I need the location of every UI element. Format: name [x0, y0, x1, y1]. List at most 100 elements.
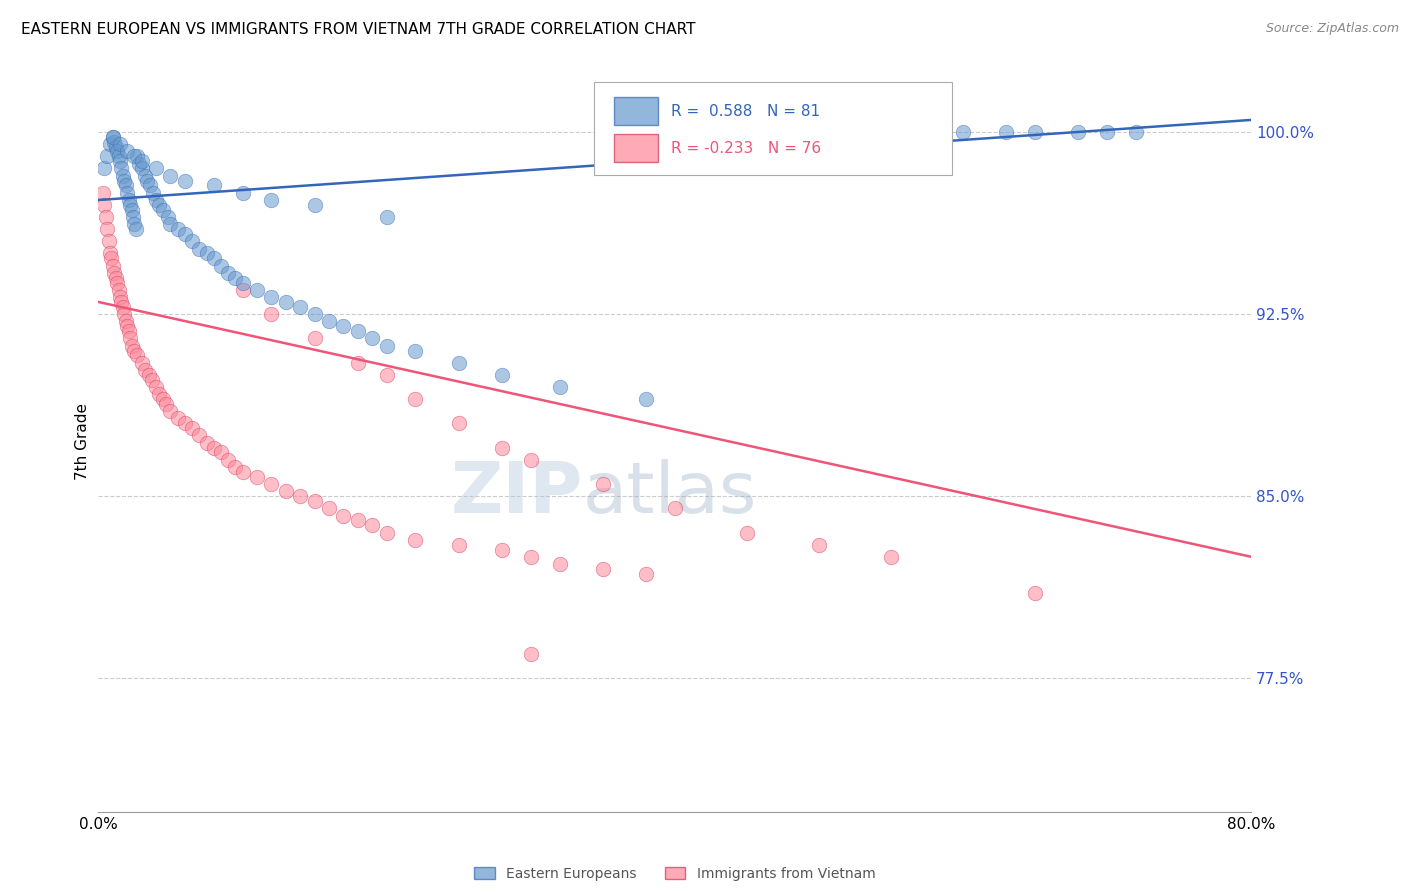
Point: [548, 380, 571, 394]
Point: [807, 538, 830, 552]
Point: [98, 246, 121, 260]
Point: [664, 501, 686, 516]
Point: [114, 314, 136, 328]
Point: [290, 300, 312, 314]
Point: [152, 202, 174, 217]
Point: [111, 300, 134, 314]
Point: [361, 331, 384, 345]
Point: [447, 538, 470, 552]
Point: [260, 290, 283, 304]
Point: [636, 392, 658, 406]
Point: [110, 295, 132, 310]
Point: [112, 173, 135, 187]
Point: [93, 161, 115, 176]
Point: [124, 149, 146, 163]
Point: [260, 477, 283, 491]
Point: [231, 276, 254, 290]
Point: [155, 397, 177, 411]
Point: [148, 198, 170, 212]
Point: [520, 452, 543, 467]
Point: [290, 489, 312, 503]
Point: [181, 234, 204, 248]
Point: [131, 154, 153, 169]
Text: R =  0.588   N = 81: R = 0.588 N = 81: [672, 103, 821, 119]
Point: [1125, 125, 1147, 139]
Point: [592, 562, 614, 576]
Point: [880, 125, 903, 139]
Point: [134, 169, 156, 183]
Point: [807, 125, 830, 139]
Point: [121, 339, 143, 353]
Point: [195, 246, 218, 260]
Point: [142, 186, 165, 200]
Point: [995, 125, 1018, 139]
Point: [139, 178, 162, 193]
Point: [156, 210, 179, 224]
Bar: [614, 135, 658, 162]
Point: [107, 283, 129, 297]
Text: atlas: atlas: [582, 458, 756, 528]
Point: [118, 324, 141, 338]
Point: [127, 348, 149, 362]
Point: [735, 125, 758, 139]
Point: [181, 421, 204, 435]
Point: [117, 186, 139, 200]
Point: [131, 356, 153, 370]
Point: [304, 331, 326, 345]
Point: [375, 525, 398, 540]
Point: [105, 276, 128, 290]
Point: [405, 533, 427, 547]
Point: [520, 647, 543, 661]
Point: [101, 129, 124, 144]
Point: [94, 210, 117, 224]
Point: [100, 252, 122, 266]
Point: [735, 525, 758, 540]
FancyBboxPatch shape: [595, 82, 952, 175]
Point: [346, 513, 368, 527]
Point: [152, 392, 174, 406]
Point: [202, 178, 225, 193]
Legend: Eastern Europeans, Immigrants from Vietnam: Eastern Europeans, Immigrants from Vietn…: [468, 861, 882, 887]
Point: [274, 484, 297, 499]
Point: [98, 137, 121, 152]
Text: R = -0.233   N = 76: R = -0.233 N = 76: [672, 141, 821, 156]
Point: [188, 428, 211, 442]
Point: [120, 198, 142, 212]
Point: [136, 173, 159, 187]
Point: [96, 222, 118, 236]
Point: [260, 193, 283, 207]
Point: [491, 441, 513, 455]
Point: [1024, 125, 1046, 139]
Point: [117, 319, 139, 334]
Point: [145, 380, 167, 394]
Point: [361, 518, 384, 533]
Point: [447, 417, 470, 431]
Point: [134, 363, 156, 377]
Point: [121, 202, 143, 217]
Point: [110, 161, 132, 176]
Point: [405, 343, 427, 358]
Point: [346, 324, 368, 338]
Point: [103, 266, 125, 280]
Point: [91, 186, 114, 200]
Point: [127, 149, 149, 163]
Bar: [614, 97, 658, 126]
Point: [145, 161, 167, 176]
Point: [131, 161, 153, 176]
Point: [231, 186, 254, 200]
Text: Source: ZipAtlas.com: Source: ZipAtlas.com: [1265, 22, 1399, 36]
Point: [202, 252, 225, 266]
Point: [224, 270, 246, 285]
Point: [202, 441, 225, 455]
Point: [114, 178, 136, 193]
Text: EASTERN EUROPEAN VS IMMIGRANTS FROM VIETNAM 7TH GRADE CORRELATION CHART: EASTERN EUROPEAN VS IMMIGRANTS FROM VIET…: [21, 22, 696, 37]
Point: [346, 356, 368, 370]
Point: [209, 445, 232, 459]
Point: [231, 465, 254, 479]
Point: [318, 314, 340, 328]
Point: [141, 373, 163, 387]
Point: [145, 193, 167, 207]
Point: [246, 469, 269, 483]
Point: [108, 154, 131, 169]
Point: [188, 242, 211, 256]
